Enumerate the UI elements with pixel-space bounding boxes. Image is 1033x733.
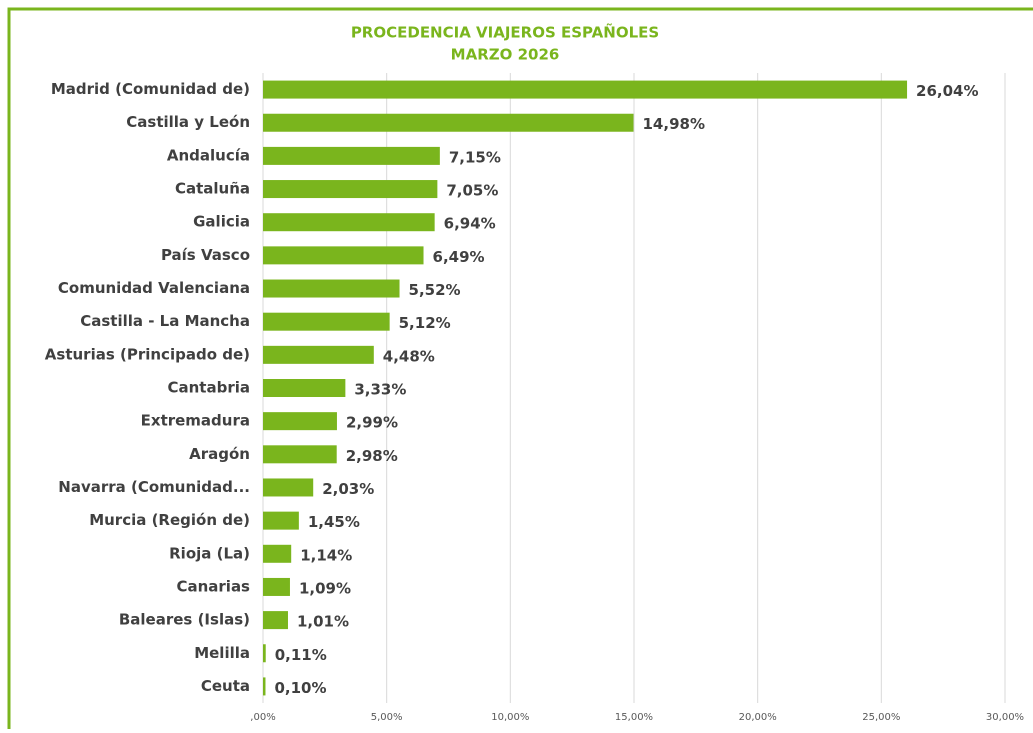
bar bbox=[263, 511, 299, 530]
y-tick-label: Asturias (Principado de) bbox=[45, 345, 250, 363]
data-label: 2,98% bbox=[346, 447, 398, 465]
y-tick-label: Cantabria bbox=[168, 379, 251, 397]
y-tick-label: Madrid (Comunidad de) bbox=[51, 80, 250, 98]
y-tick-label: Castilla y León bbox=[126, 113, 250, 131]
bar bbox=[263, 279, 400, 298]
x-tick-label: 5,00% bbox=[371, 712, 403, 723]
bar bbox=[263, 312, 390, 331]
data-label: 0,11% bbox=[275, 646, 327, 664]
data-label: 1,09% bbox=[299, 579, 351, 597]
x-tick-label: 10,00% bbox=[491, 712, 529, 723]
x-tick-label: 20,00% bbox=[739, 712, 777, 723]
y-tick-label: Cataluña bbox=[175, 180, 250, 198]
data-label: 26,04% bbox=[916, 82, 978, 100]
y-tick-label: Galicia bbox=[193, 213, 250, 231]
chart-subtitle: MARZO 2026 bbox=[451, 46, 560, 64]
y-tick-label: Melilla bbox=[194, 644, 250, 662]
data-label: 1,01% bbox=[297, 613, 349, 631]
data-label: 3,33% bbox=[354, 381, 406, 399]
bar bbox=[263, 412, 337, 431]
chart-title: PROCEDENCIA VIAJEROS ESPAÑOLES bbox=[351, 23, 659, 42]
bar bbox=[263, 577, 290, 596]
y-tick-label: Andalucía bbox=[167, 146, 250, 164]
data-label: 0,10% bbox=[274, 679, 326, 697]
data-label: 6,49% bbox=[433, 248, 485, 266]
data-label: 14,98% bbox=[643, 115, 705, 133]
bar bbox=[263, 146, 440, 165]
y-tick-label: Extremadura bbox=[141, 412, 250, 430]
data-label: 1,45% bbox=[308, 513, 360, 531]
data-label: 7,05% bbox=[446, 182, 498, 200]
bar bbox=[263, 644, 266, 663]
data-label: 5,12% bbox=[399, 314, 451, 332]
bar bbox=[263, 213, 435, 232]
y-tick-label: Canarias bbox=[176, 577, 250, 595]
data-label: 7,15% bbox=[449, 148, 501, 166]
y-tick-label: Comunidad Valenciana bbox=[58, 279, 250, 297]
bar bbox=[263, 677, 266, 696]
y-tick-label: Baleares (Islas) bbox=[119, 611, 250, 629]
y-tick-label: Castilla - La Mancha bbox=[80, 312, 250, 330]
y-tick-label: Navarra (Comunidad... bbox=[58, 478, 250, 496]
data-label: 4,48% bbox=[383, 347, 435, 365]
x-tick-label: 15,00% bbox=[615, 712, 653, 723]
bar bbox=[263, 379, 346, 397]
bar bbox=[263, 180, 438, 199]
y-tick-label: Rioja (La) bbox=[169, 544, 250, 562]
data-label: 1,14% bbox=[300, 546, 352, 564]
x-tick-label: ,00% bbox=[250, 712, 275, 723]
y-tick-label: Ceuta bbox=[201, 677, 250, 695]
bar bbox=[263, 80, 908, 99]
data-label: 5,52% bbox=[409, 281, 461, 299]
bar bbox=[263, 113, 634, 132]
bar bbox=[263, 246, 424, 265]
x-tick-label: 30,00% bbox=[986, 712, 1024, 723]
data-label: 2,99% bbox=[346, 414, 398, 432]
x-tick-label: 25,00% bbox=[862, 712, 900, 723]
data-label: 2,03% bbox=[322, 480, 374, 498]
bar bbox=[263, 611, 288, 630]
bar bbox=[263, 345, 374, 364]
y-tick-label: Murcia (Región de) bbox=[89, 511, 250, 529]
bar bbox=[263, 544, 292, 563]
bar bbox=[263, 445, 337, 464]
bar bbox=[263, 478, 314, 497]
y-tick-label: Aragón bbox=[189, 445, 250, 463]
y-tick-label: País Vasco bbox=[161, 246, 250, 264]
data-label: 6,94% bbox=[444, 215, 496, 233]
